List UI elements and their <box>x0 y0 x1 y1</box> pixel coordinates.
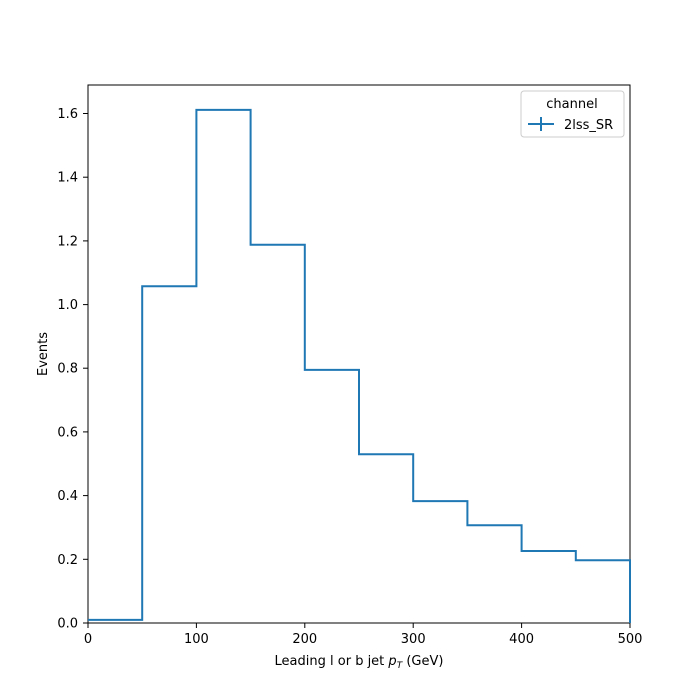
y-tick-label-3: 0.6 <box>57 425 78 440</box>
histogram-line-2lss-sr <box>88 108 631 623</box>
y-tick-label-8: 1.6 <box>57 107 78 122</box>
legend-marker-errorbar <box>528 117 554 131</box>
x-tick-label-5: 500 <box>618 632 643 647</box>
x-tick-label-2: 200 <box>292 632 317 647</box>
x-axis-label-subscript: T <box>397 661 404 671</box>
legend-label-2lss-sr: 2lss_SR <box>564 118 613 133</box>
y-tick-label-2: 0.4 <box>57 489 78 504</box>
x-tick-label-3: 300 <box>401 632 426 647</box>
legend: channel 2lss_SR <box>520 90 625 138</box>
x-tick-label-4: 400 <box>509 632 534 647</box>
x-tick-label-0: 0 <box>84 632 92 647</box>
x-axis-label: Leading l or b jet pT (GeV) <box>275 654 444 671</box>
legend-title: channel <box>546 97 597 112</box>
y-tick-label-4: 0.8 <box>57 362 78 377</box>
y-tick-label-5: 1.0 <box>57 298 78 313</box>
x-tick-label-1: 100 <box>184 632 209 647</box>
x-axis-label-unit: (GeV) <box>402 654 443 669</box>
x-axis: 0 100 200 300 400 500 <box>84 623 643 647</box>
legend-box <box>520 90 625 138</box>
plot-area-frame <box>87 84 631 624</box>
y-axis: 0.0 0.2 0.4 0.6 0.8 1.0 1.2 1.4 1.6 <box>57 107 88 632</box>
y-tick-label-6: 1.2 <box>57 234 78 249</box>
y-tick-label-1: 0.2 <box>57 553 78 568</box>
y-axis-label: Events <box>36 332 51 376</box>
y-tick-label-0: 0.0 <box>57 617 78 632</box>
y-tick-label-7: 1.4 <box>57 171 78 186</box>
x-axis-label-main: Leading l or b jet <box>275 654 389 669</box>
x-axis-label-p: p <box>387 654 396 669</box>
